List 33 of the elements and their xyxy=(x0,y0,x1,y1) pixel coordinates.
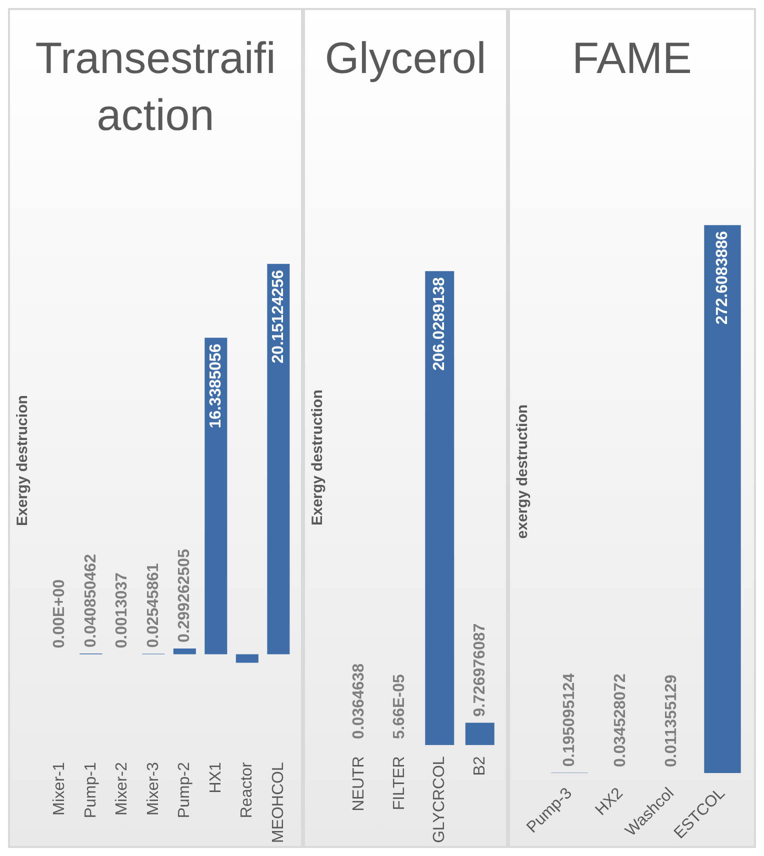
y-axis-title: Exergy destrucion xyxy=(14,395,32,526)
y-axis-title: exergy destruction xyxy=(514,404,532,539)
data-label: 0.02545861 xyxy=(144,563,162,648)
chart-title: FAME xyxy=(571,33,693,85)
x-tick-label: Mixer-3 xyxy=(144,762,162,816)
data-label: 0.299262505 xyxy=(176,548,194,642)
x-tick-label: Reactor xyxy=(238,761,256,818)
x-tick-label: Mixer-1 xyxy=(51,762,68,816)
x-tick-label: B2 xyxy=(471,756,488,776)
data-label: 16.3385056 xyxy=(207,344,224,428)
x-tick-label: Pump-1 xyxy=(82,762,100,818)
data-label: 0.0364638 xyxy=(350,663,368,740)
x-tick-label: GLYCRCOL xyxy=(431,756,448,844)
data-label: 9.726976087 xyxy=(471,623,488,717)
y-axis-title: Exergy destruction xyxy=(309,390,326,526)
chart-title: Transestraifiaction xyxy=(34,33,277,142)
data-label: 0.040850462 xyxy=(82,554,100,648)
x-tick-label: MEOHCOL xyxy=(270,762,287,844)
chart-title: Glycerol xyxy=(324,33,488,85)
data-label: 20.15124256 xyxy=(270,270,287,364)
data-label: 0.011355129 xyxy=(662,674,680,768)
x-tick-label: Pump-2 xyxy=(176,762,194,818)
data-label: 206.0289138 xyxy=(431,277,448,371)
x-tick-label: Mixer-2 xyxy=(114,762,131,816)
x-tick-label: NEUTR xyxy=(350,756,368,812)
x-tick-label: HX1 xyxy=(207,762,224,794)
data-label: 0.0013037 xyxy=(114,572,131,648)
data-label: 5.66E-05 xyxy=(390,674,408,740)
data-label: 0.195095124 xyxy=(560,673,578,767)
data-label: 0.034528072 xyxy=(612,674,629,768)
x-tick-label: FILTER xyxy=(390,756,408,810)
data-label: 0.00E+00 xyxy=(51,579,68,648)
data-label: 272.6083886 xyxy=(714,230,731,325)
